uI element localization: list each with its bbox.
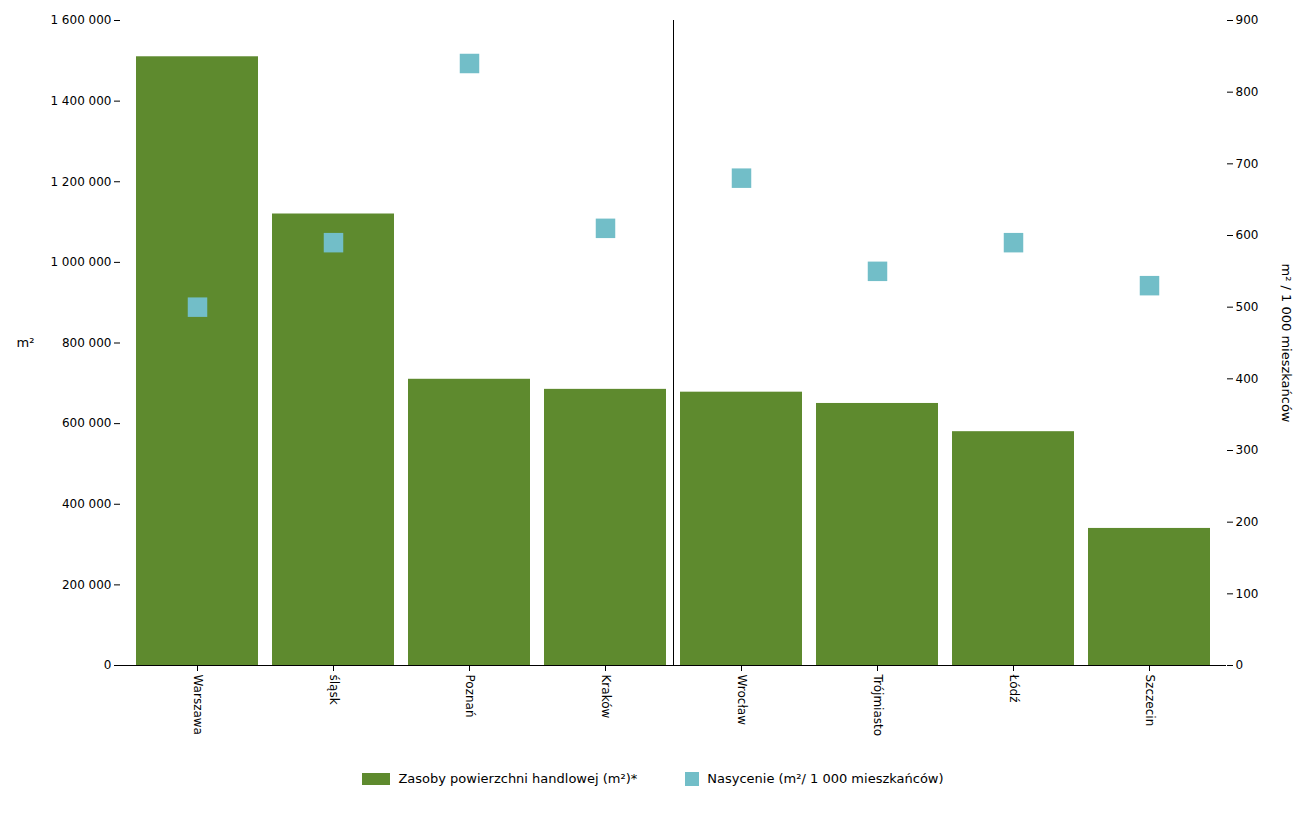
svg-text:700: 700 <box>1236 157 1259 171</box>
html-text:Nasycenie (m²/ 1 000 mieszkańc: Nasycenie (m²/ 1 000 mieszkańców) <box>707 771 944 786</box>
svg-text:200: 200 <box>1236 515 1259 529</box>
svg-text:400 000: 400 000 <box>62 497 112 511</box>
svg-text:300: 300 <box>1236 443 1259 457</box>
svg-text:600 000: 600 000 <box>62 416 112 430</box>
svg-text:400: 400 <box>1236 372 1259 386</box>
svg-text:Kraków: Kraków <box>599 675 613 719</box>
svg-text:900: 900 <box>1236 13 1259 27</box>
svg-text:800: 800 <box>1236 85 1259 99</box>
html-text:Zasoby powierzchni handlowej (: Zasoby powierzchni handlowej (m²)* <box>398 771 638 786</box>
svg-text:m² / 1 000 mieszkańców: m² / 1 000 mieszkańców <box>1279 264 1294 423</box>
svg-text:Szczecin: Szczecin <box>1143 675 1157 727</box>
svg-text:Trójmiasto: Trójmiasto <box>871 674 885 737</box>
svg-text:1 000 000: 1 000 000 <box>50 255 111 269</box>
svg-text:100: 100 <box>1236 587 1259 601</box>
svg-text:0: 0 <box>1236 658 1244 672</box>
svg-text:1 600 000: 1 600 000 <box>50 13 111 27</box>
svg-text:800 000: 800 000 <box>62 336 112 350</box>
svg-text:Warszawa: Warszawa <box>191 675 205 735</box>
svg-text:m²: m² <box>17 335 35 350</box>
svg-text:1 200 000: 1 200 000 <box>50 175 111 189</box>
svg-text:śląsk: śląsk <box>327 675 341 705</box>
svg-text:500: 500 <box>1236 300 1259 314</box>
svg-text:Łódź: Łódź <box>1007 674 1021 703</box>
svg-text:1 400 000: 1 400 000 <box>50 94 111 108</box>
svg-text:200 000: 200 000 <box>62 578 112 592</box>
svg-text:0: 0 <box>104 658 112 672</box>
svg-text:Poznań: Poznań <box>463 675 477 718</box>
svg-text:600: 600 <box>1236 228 1259 242</box>
svg-text:Wrocław: Wrocław <box>735 675 749 726</box>
